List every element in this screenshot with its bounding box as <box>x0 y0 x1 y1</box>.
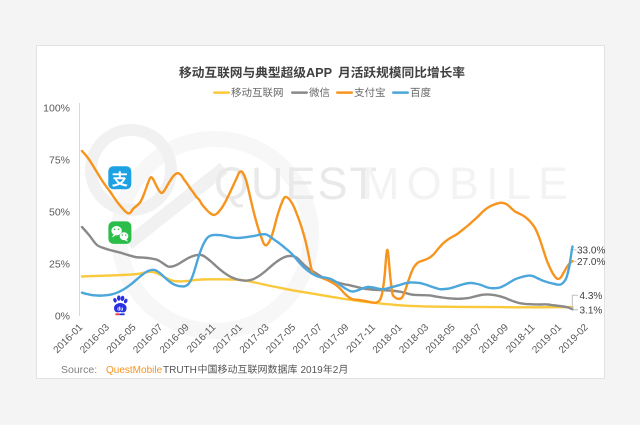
svg-text:MOBILE: MOBILE <box>362 158 575 209</box>
svg-text:25%: 25% <box>49 259 70 271</box>
svg-text:QUEST: QUEST <box>214 158 379 209</box>
svg-text:0%: 0% <box>55 311 70 323</box>
svg-text:TRUTH: TRUTH <box>163 365 197 376</box>
svg-text:100%: 100% <box>43 103 70 115</box>
svg-text:APP: APP <box>306 66 333 80</box>
svg-text:3.1%: 3.1% <box>580 306 603 317</box>
svg-text:33.0%: 33.0% <box>577 246 605 257</box>
svg-text:4.3%: 4.3% <box>580 291 603 302</box>
svg-text:QuestMobile: QuestMobile <box>106 365 163 376</box>
svg-text:27.0%: 27.0% <box>577 257 605 268</box>
svg-text:50%: 50% <box>49 207 70 219</box>
svg-text:Source:: Source: <box>61 364 97 376</box>
svg-text:75%: 75% <box>49 155 70 167</box>
svg-text:2019: 2019 <box>301 365 324 376</box>
svg-text:2: 2 <box>333 365 339 376</box>
svg-text:du: du <box>117 306 123 312</box>
